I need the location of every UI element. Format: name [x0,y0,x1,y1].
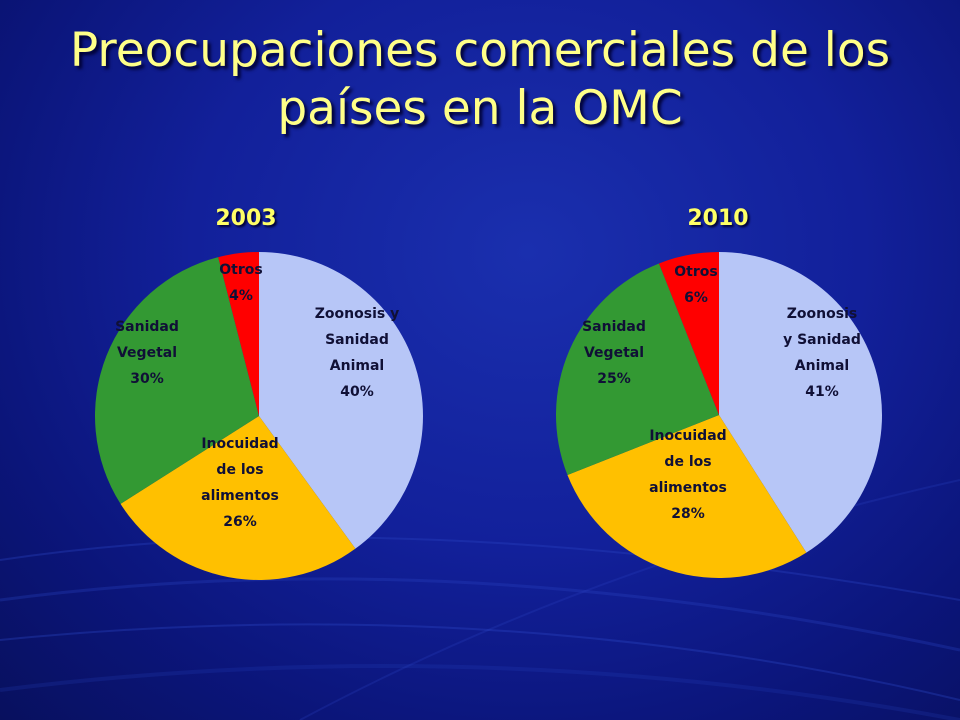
pie-slice [567,415,807,578]
slide-title: Preocupaciones comerciales de los países… [0,22,960,138]
slice-label: Sanidad Vegetal 25% [582,319,646,387]
slice-label: Sanidad Vegetal 30% [115,319,179,387]
pie-slice [94,257,259,504]
title-line-1: Preocupaciones comerciales de los [69,23,891,78]
pie-chart-2003: Zoonosis y Sanidad Animal 40% Inocuidad de lo… [94,252,423,580]
slice-label: Zoonosis y Sanidad Animal 41% [783,306,861,400]
pie-chart-2010: Zoonosis y Sanidad Animal 41% Inocuidad de lo… [556,252,882,578]
pie-slice [259,252,423,549]
slice-label: Inocuidad de los alimentos 28% [649,428,727,522]
pie-slice [719,252,882,553]
pie-slice [556,263,719,476]
chart-title-2010: 2010 [687,206,749,231]
pie-slice [658,252,719,415]
slice-label: Otros 4% [219,262,262,304]
slice-label: Otros 6% [674,264,717,306]
slice-label: Inocuidad de los alimentos 26% [201,436,279,530]
pie-slice [218,252,259,416]
pie-slice [120,416,356,580]
slice-label: Zoonosis y Sanidad Animal 40% [315,306,399,400]
title-line-2: países en la OMC [277,81,683,136]
chart-title-2003: 2003 [215,206,277,231]
